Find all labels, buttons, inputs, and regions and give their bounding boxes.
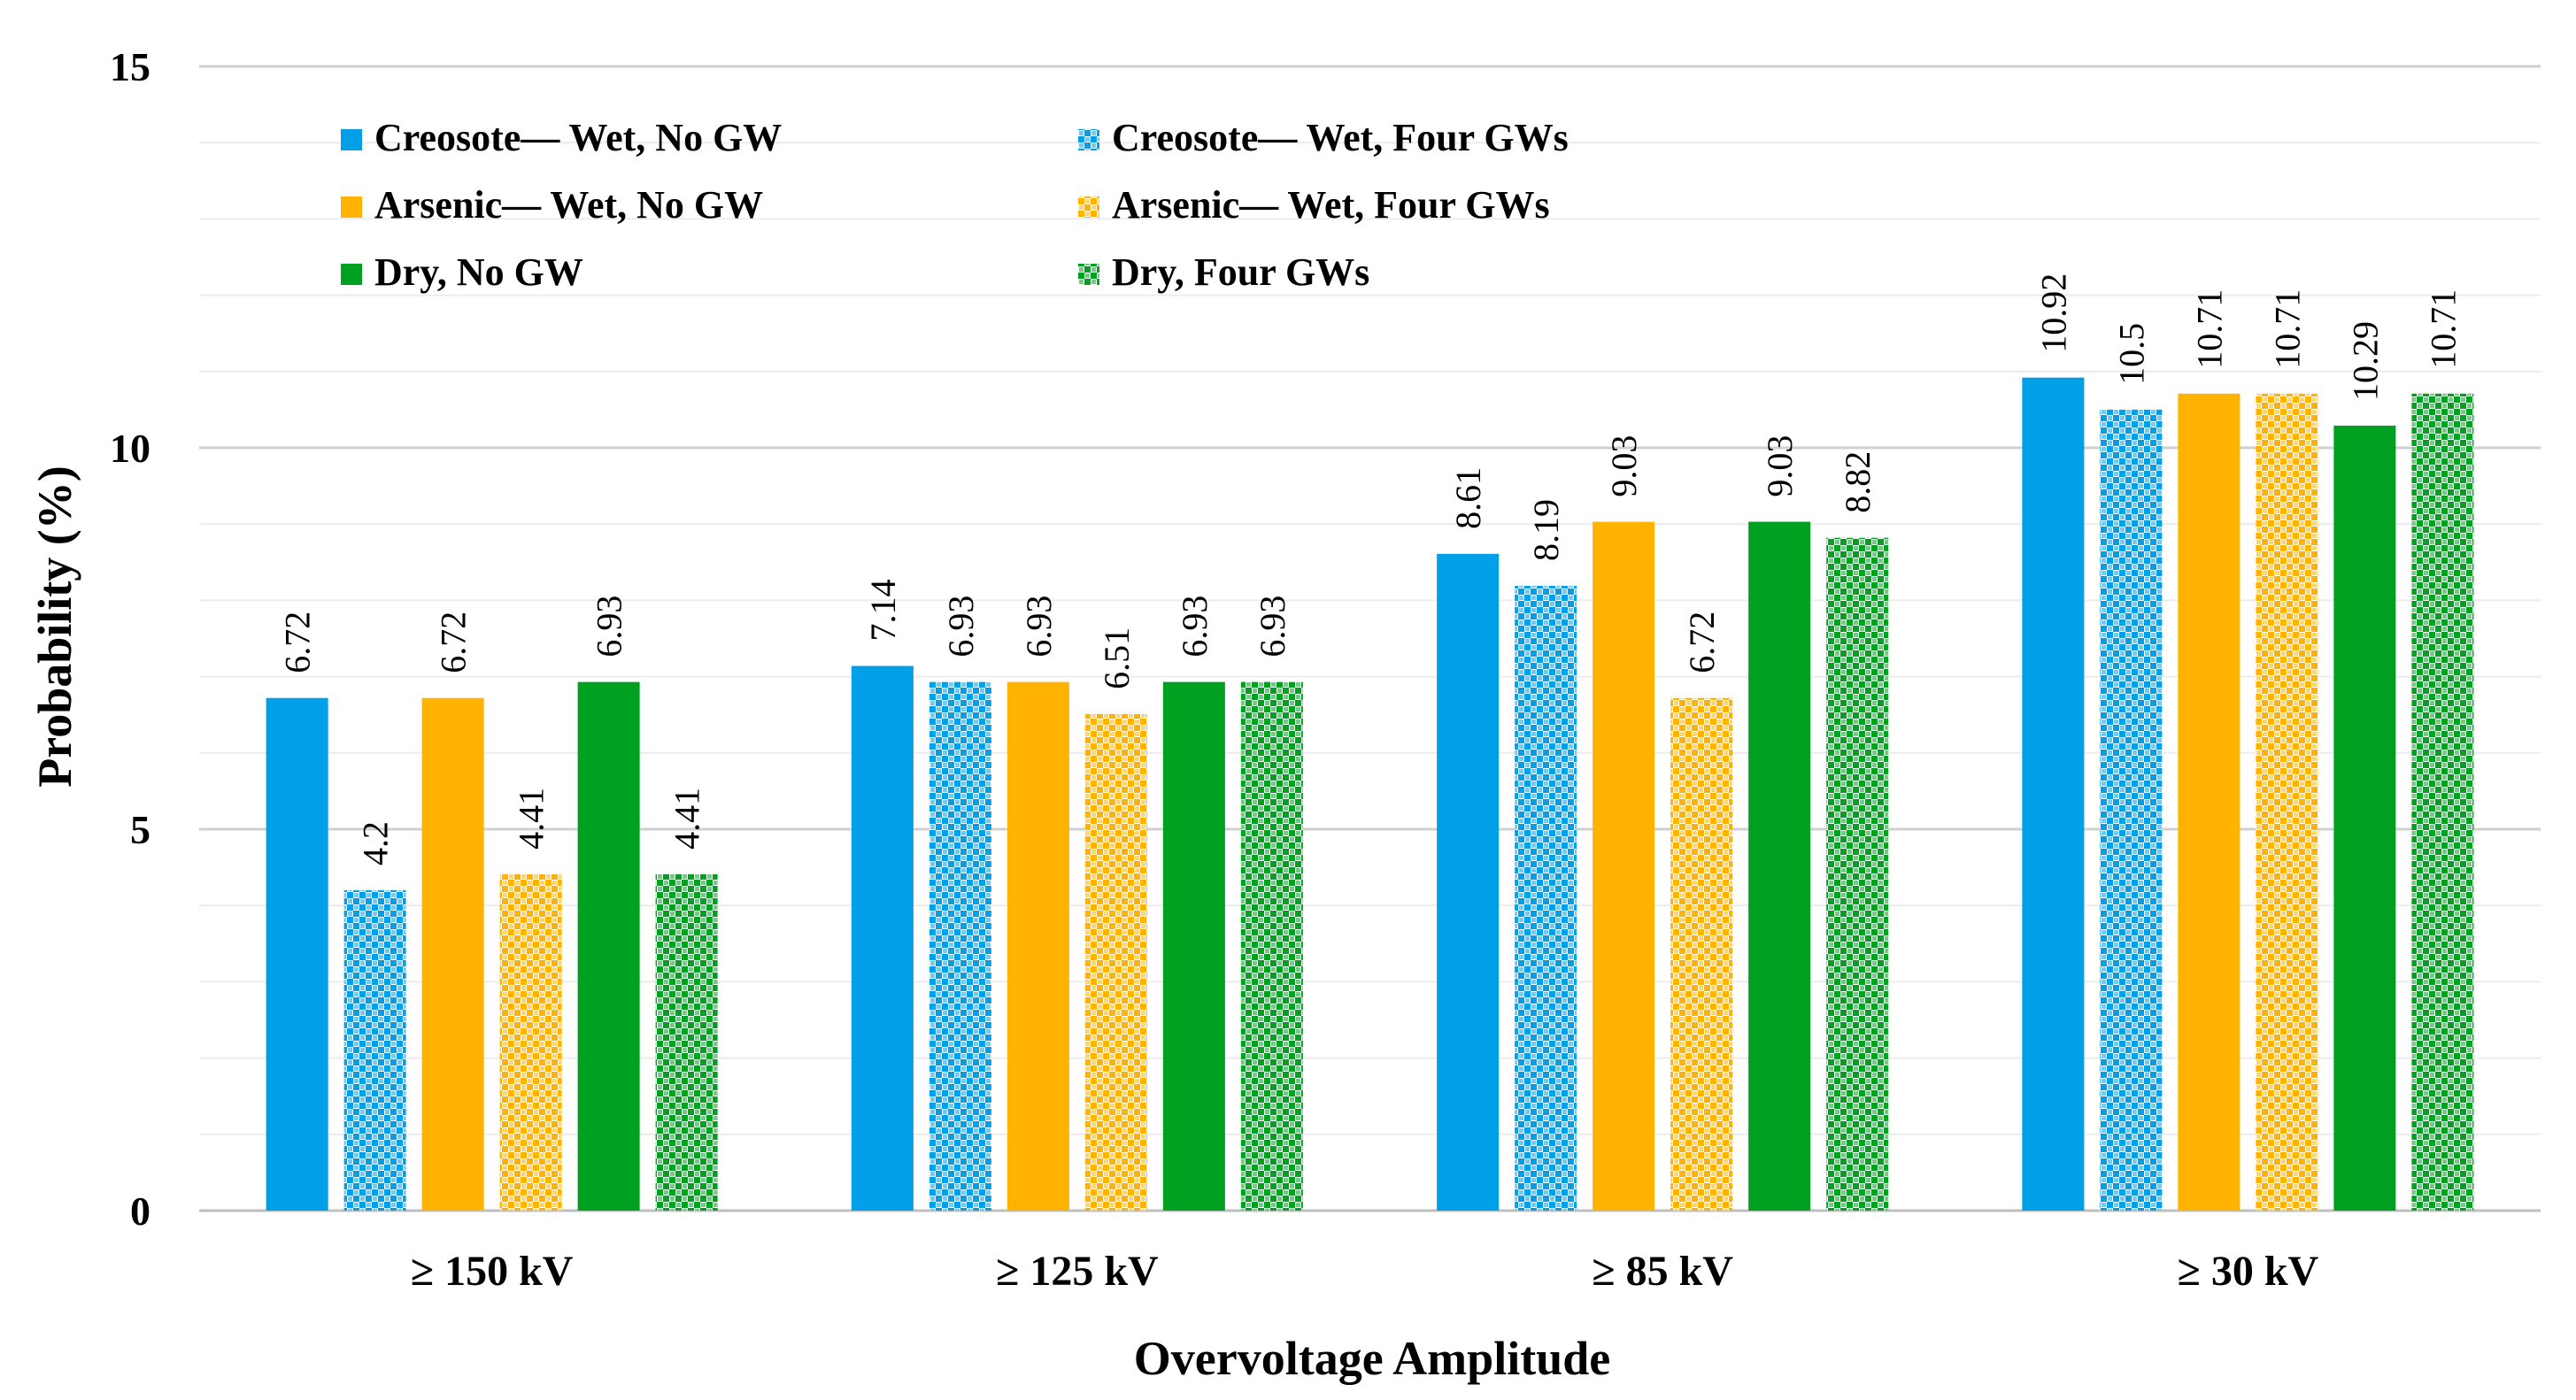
bar: [1515, 586, 1577, 1211]
y-axis-title: Probability (%): [28, 465, 81, 788]
bar: [1593, 521, 1655, 1211]
x-category-label: ≥ 30 kV: [2178, 1248, 2319, 1295]
data-label: 10.71: [2267, 289, 2307, 369]
legend-label: Arsenic— Wet, No GW: [374, 183, 763, 227]
data-label: 8.82: [1838, 451, 1878, 513]
data-label: 6.93: [590, 596, 629, 658]
data-label: 6.93: [1253, 596, 1292, 658]
data-label: 10.71: [2423, 289, 2463, 369]
x-category-label: ≥ 125 kV: [996, 1248, 1159, 1295]
bar: [929, 681, 991, 1211]
bar: [1240, 681, 1303, 1211]
bar: [1084, 713, 1147, 1211]
y-tick-label: 0: [130, 1188, 150, 1234]
bar: [2100, 409, 2163, 1211]
x-axis-title: Overvoltage Amplitude: [1134, 1332, 1610, 1385]
data-label: 6.93: [941, 596, 981, 658]
data-label: 6.51: [1097, 627, 1137, 689]
legend-swatch: [1078, 129, 1099, 150]
data-label: 7.14: [863, 580, 903, 642]
legend-swatch: [1078, 264, 1099, 285]
data-label: 8.19: [1526, 499, 1566, 561]
y-tick-label: 15: [110, 44, 150, 89]
bar: [577, 681, 640, 1211]
bar: [1670, 697, 1733, 1211]
data-label: 6.93: [1019, 596, 1059, 658]
data-label: 4.41: [667, 788, 707, 850]
legend-label: Creosote— Wet, Four GWs: [1112, 116, 1569, 159]
data-label: 9.03: [1604, 435, 1644, 497]
y-tick-label: 10: [110, 426, 150, 471]
x-category-label: ≥ 150 kV: [411, 1248, 574, 1295]
bar: [851, 665, 914, 1211]
data-label: 10.71: [2189, 289, 2229, 369]
bar: [1006, 681, 1069, 1211]
legend-swatch: [341, 264, 362, 285]
bar: [1437, 553, 1500, 1211]
bar: [2178, 393, 2241, 1212]
data-label: 10.5: [2111, 323, 2151, 385]
bar: [2256, 393, 2318, 1212]
bar: [655, 873, 718, 1211]
legend-label: Dry, Four GWs: [1112, 250, 1369, 294]
bar: [2022, 377, 2085, 1211]
data-label: 6.72: [1682, 612, 1722, 673]
legend-swatch: [341, 196, 362, 218]
x-category-label: ≥ 85 kV: [1592, 1248, 1733, 1295]
data-label: 6.72: [434, 612, 474, 673]
bar: [1748, 521, 1811, 1211]
bar: [1826, 537, 1889, 1211]
legend-label: Creosote— Wet, No GW: [374, 116, 782, 159]
data-label: 10.29: [2345, 321, 2385, 401]
y-tick-label: 5: [130, 807, 150, 852]
data-label: 8.61: [1448, 467, 1488, 529]
data-label: 6.93: [1175, 596, 1215, 658]
bar: [499, 873, 562, 1211]
bar: [2411, 393, 2474, 1212]
axes: 0 5 10 15 ≥ 150 kV ≥ 125 kV ≥ 85 kV ≥ 30 kV: [110, 44, 2541, 1295]
bar: [1162, 681, 1225, 1211]
legend-label: Arsenic— Wet, Four GWs: [1112, 183, 1550, 227]
bar: [421, 697, 484, 1211]
data-label: 10.92: [2033, 273, 2073, 353]
legend-swatch: [341, 129, 362, 150]
data-label: 4.2: [356, 821, 396, 865]
bars: [266, 377, 2474, 1212]
bar: [343, 889, 406, 1211]
legend-label: Dry, No GW: [374, 250, 583, 294]
legend: Creosote— Wet, No GW Creosote— Wet, Four …: [341, 116, 1569, 294]
bar: [2333, 426, 2396, 1211]
data-label: 6.72: [278, 612, 318, 673]
data-label: 9.03: [1760, 435, 1800, 497]
data-label: 4.41: [512, 788, 551, 850]
data-labels: 6.72 4.2 6.72 4.41 6.93 4.41 7.14 6.93 6.93 6.51 6…: [278, 273, 2464, 865]
legend-swatch: [1078, 196, 1099, 218]
bar: [266, 697, 328, 1211]
